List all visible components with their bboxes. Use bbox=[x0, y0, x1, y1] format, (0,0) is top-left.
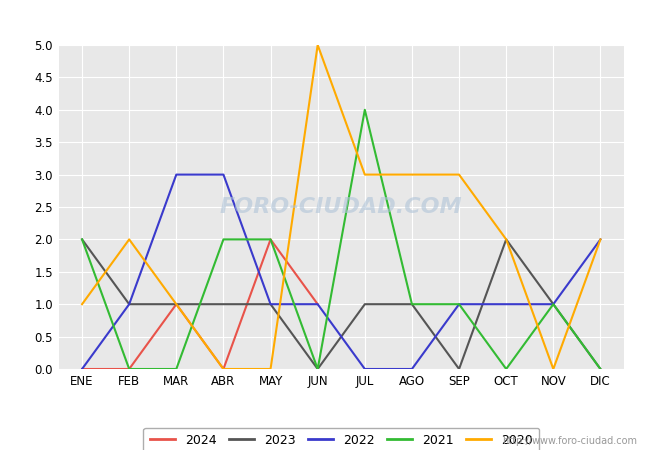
Text: http://www.foro-ciudad.com: http://www.foro-ciudad.com bbox=[502, 436, 637, 446]
Text: FORO-CIUDAD.COM: FORO-CIUDAD.COM bbox=[220, 197, 463, 217]
Legend: 2024, 2023, 2022, 2021, 2020: 2024, 2023, 2022, 2021, 2020 bbox=[144, 428, 539, 450]
Text: Matriculaciones de Vehiculos en Ontiñena: Matriculaciones de Vehiculos en Ontiñena bbox=[151, 9, 499, 27]
